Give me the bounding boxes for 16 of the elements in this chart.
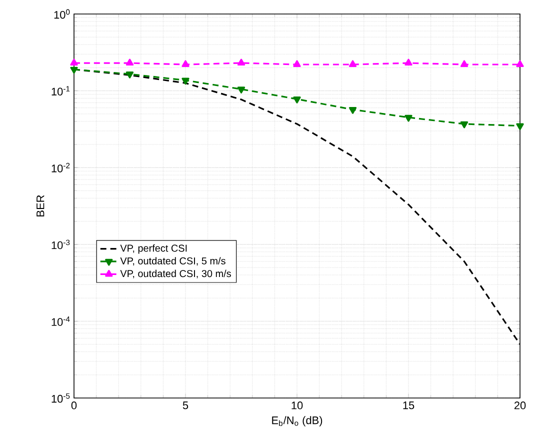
y-tick-label: 10$^{-4}$ [52, 316, 70, 326]
y-tick-label: 10$^{-5}$ [52, 393, 70, 403]
x-tick-label: 0 [71, 402, 77, 410]
legend-label: VP, perfect CSI [120, 244, 187, 254]
x-axis-title: E$_{b}$/N$_{o}$ (dB) [272, 416, 322, 426]
x-tick-label: 10 [292, 402, 303, 410]
legend-label: VP, outdated CSI, 30 m/s [120, 270, 231, 278]
y-tick-label: 10$^{-3}$ [52, 240, 70, 250]
legend-label: VP, outdated CSI, 5 m/s [120, 257, 226, 266]
y-tick-label: 10$^{-1}$ [52, 86, 70, 96]
y-axis-title: BER [36, 195, 44, 216]
x-tick-label: 5 [182, 402, 188, 410]
x-tick-label: 15 [403, 402, 414, 410]
x-tick-label: 20 [514, 402, 526, 410]
y-tick-label: 10$^{0}$ [54, 9, 70, 19]
y-tick-label: 10$^{-2}$ [52, 162, 70, 172]
